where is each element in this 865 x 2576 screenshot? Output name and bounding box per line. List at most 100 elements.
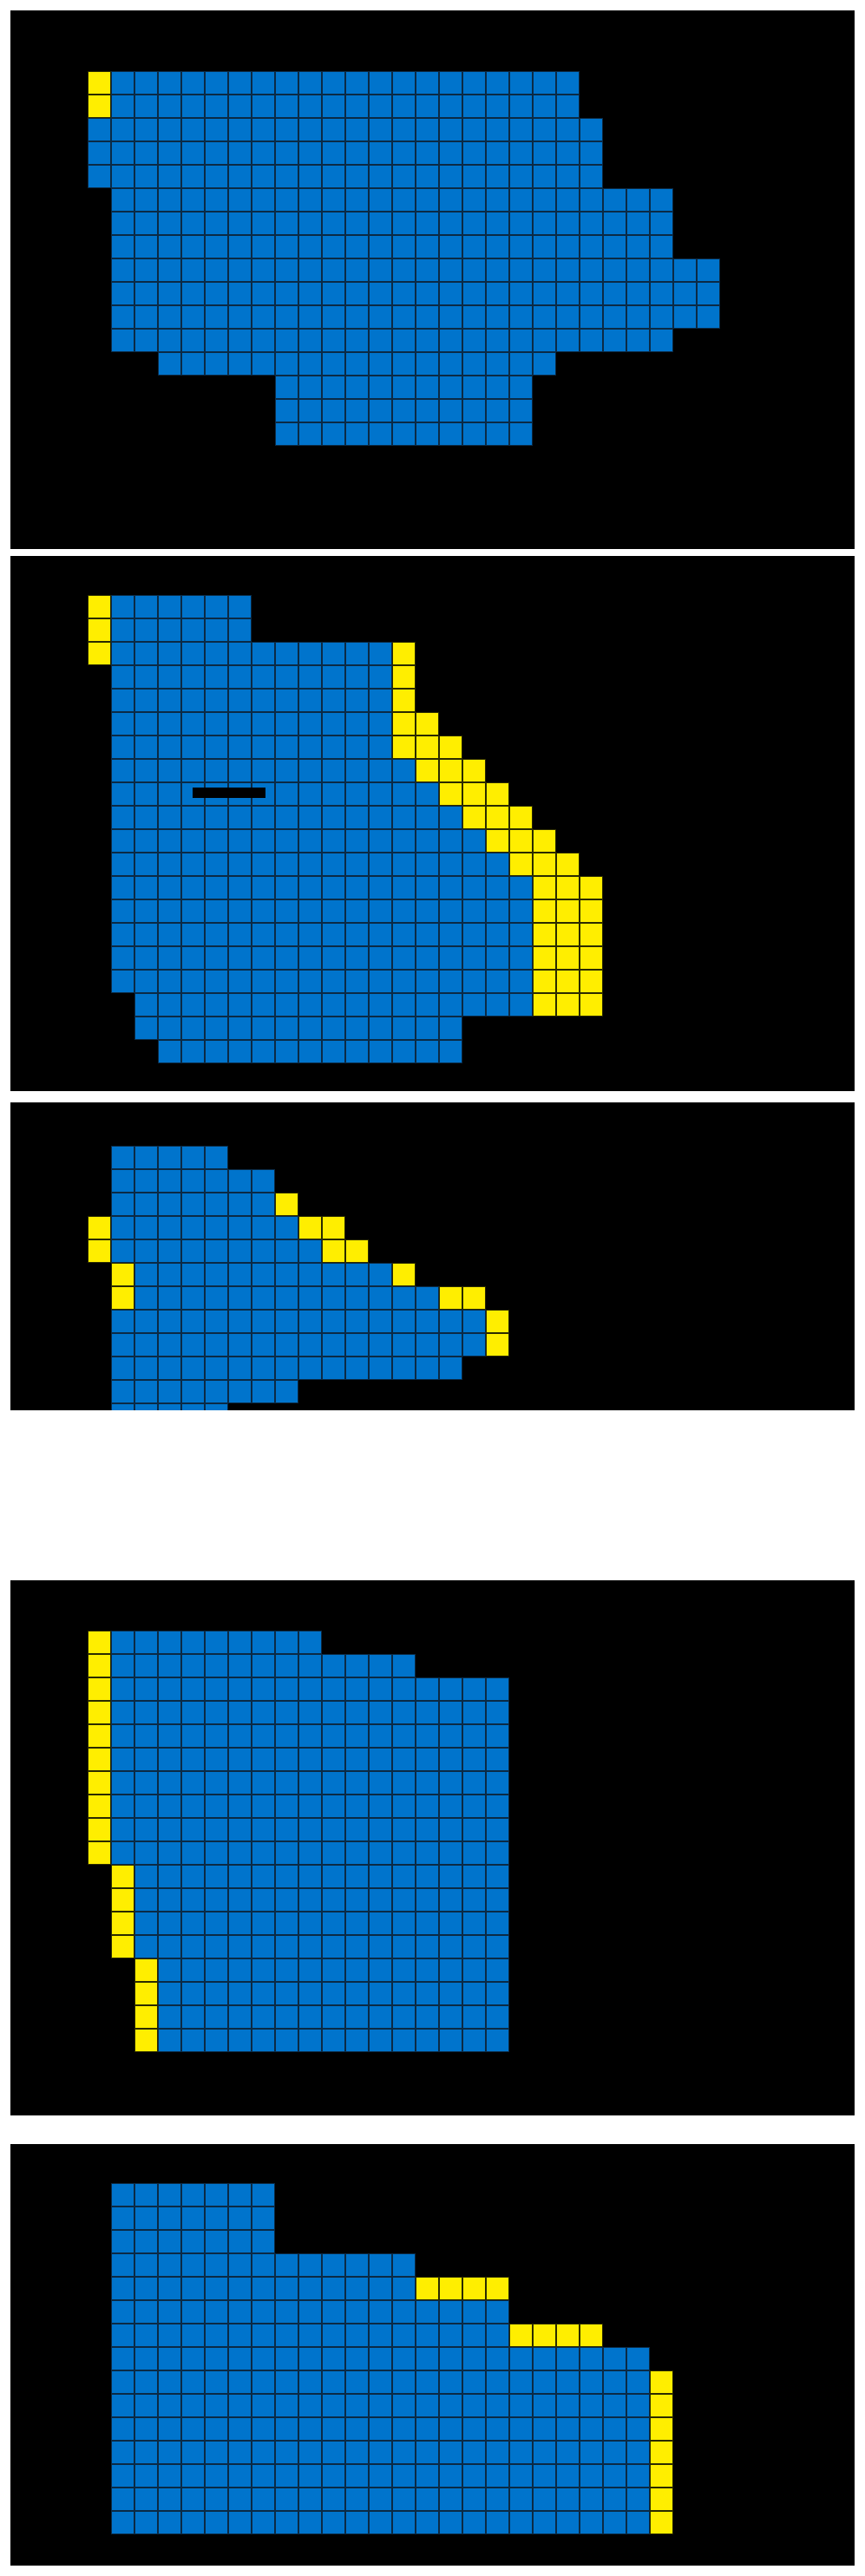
grid-cell[interactable] [134,141,158,165]
grid-cell[interactable] [252,970,275,993]
grid-cell[interactable] [580,235,603,258]
grid-cell[interactable] [439,970,462,993]
grid-cell[interactable] [298,1888,322,1912]
grid-cell[interactable] [322,853,345,876]
grid-cell[interactable] [252,806,275,829]
grid-cell[interactable] [439,1982,462,2005]
grid-cell[interactable] [298,118,322,141]
grid-cell[interactable] [392,1357,416,1380]
grid-cell[interactable] [486,1771,509,1795]
grid-cell[interactable] [392,2300,416,2324]
grid-cell[interactable] [298,759,322,782]
grid-cell[interactable] [369,829,392,853]
grid-cell[interactable] [369,1333,392,1357]
grid-cell[interactable] [228,1040,252,1063]
grid-cell[interactable] [88,95,111,118]
grid-cell[interactable] [439,1958,462,1982]
grid-cell[interactable] [228,2277,252,2300]
grid-cell[interactable] [205,2488,228,2511]
grid-cell[interactable] [228,2230,252,2253]
grid-cell[interactable] [369,1771,392,1795]
grid-cell[interactable] [181,1357,205,1380]
grid-cell[interactable] [158,2005,181,2029]
grid-cell[interactable] [205,1040,228,1063]
grid-cell[interactable] [533,923,556,946]
grid-cell[interactable] [205,1982,228,2005]
grid-cell[interactable] [298,305,322,329]
grid-cell[interactable] [205,141,228,165]
grid-cell[interactable] [533,95,556,118]
grid-cell[interactable] [228,806,252,829]
grid-cell[interactable] [88,165,111,188]
grid-cell[interactable] [228,1888,252,1912]
grid-cell[interactable] [416,352,439,376]
grid-cell[interactable] [580,2394,603,2417]
grid-cell[interactable] [111,2207,134,2230]
grid-cell[interactable] [369,899,392,923]
grid-cell[interactable] [345,1818,369,1841]
grid-cell[interactable] [416,71,439,95]
grid-cell[interactable] [88,1771,111,1795]
grid-cell[interactable] [462,2005,486,2029]
grid-cell[interactable] [439,1935,462,1958]
grid-cell[interactable] [228,352,252,376]
grid-cell[interactable] [298,1216,322,1239]
grid-cell[interactable] [228,71,252,95]
grid-cell[interactable] [181,1935,205,1958]
grid-cell[interactable] [134,2230,158,2253]
grid-cell[interactable] [111,141,134,165]
grid-cell[interactable] [158,2511,181,2534]
grid-cell[interactable] [345,1795,369,1818]
grid-cell[interactable] [533,2441,556,2464]
grid-cell[interactable] [580,993,603,1017]
grid-cell[interactable] [439,2300,462,2324]
grid-cell[interactable] [252,2464,275,2488]
grid-cell[interactable] [369,235,392,258]
grid-cell[interactable] [111,1865,134,1888]
grid-cell[interactable] [275,1193,298,1216]
grid-cell[interactable] [416,1357,439,1380]
grid-cell[interactable] [228,329,252,352]
grid-cell[interactable] [134,118,158,141]
grid-cell[interactable] [228,1239,252,1263]
grid-cell[interactable] [369,282,392,305]
grid-cell[interactable] [345,2370,369,2394]
grid-cell[interactable] [392,1677,416,1701]
grid-cell[interactable] [392,282,416,305]
grid-cell[interactable] [205,2183,228,2207]
grid-cell[interactable] [369,2029,392,2052]
grid-cell[interactable] [158,235,181,258]
grid-cell[interactable] [580,329,603,352]
grid-cell[interactable] [228,2207,252,2230]
grid-cell[interactable] [345,1654,369,1677]
grid-cell[interactable] [205,876,228,899]
grid-cell[interactable] [181,95,205,118]
grid-cell[interactable] [556,165,580,188]
grid-cell[interactable] [509,376,533,399]
grid-cell[interactable] [392,71,416,95]
grid-cell[interactable] [369,95,392,118]
grid-cell[interactable] [322,2253,345,2277]
grid-cell[interactable] [205,1333,228,1357]
grid-cell[interactable] [205,1841,228,1865]
grid-cell[interactable] [134,642,158,665]
grid-cell[interactable] [181,993,205,1017]
grid-cell[interactable] [369,141,392,165]
grid-cell[interactable] [158,1654,181,1677]
grid-cell[interactable] [252,305,275,329]
grid-cell[interactable] [205,1403,228,1410]
grid-cell[interactable] [134,329,158,352]
grid-cell[interactable] [322,165,345,188]
grid-cell[interactable] [439,2005,462,2029]
grid-cell[interactable] [111,1748,134,1771]
grid-cell[interactable] [158,665,181,689]
grid-cell[interactable] [111,2347,134,2370]
grid-cell[interactable] [486,2347,509,2370]
grid-cell[interactable] [697,282,720,305]
grid-cell[interactable] [533,2394,556,2417]
grid-cell[interactable] [252,642,275,665]
grid-cell[interactable] [369,1677,392,1701]
grid-cell[interactable] [205,1216,228,1239]
grid-cell[interactable] [298,2370,322,2394]
grid-cell[interactable] [252,2417,275,2441]
